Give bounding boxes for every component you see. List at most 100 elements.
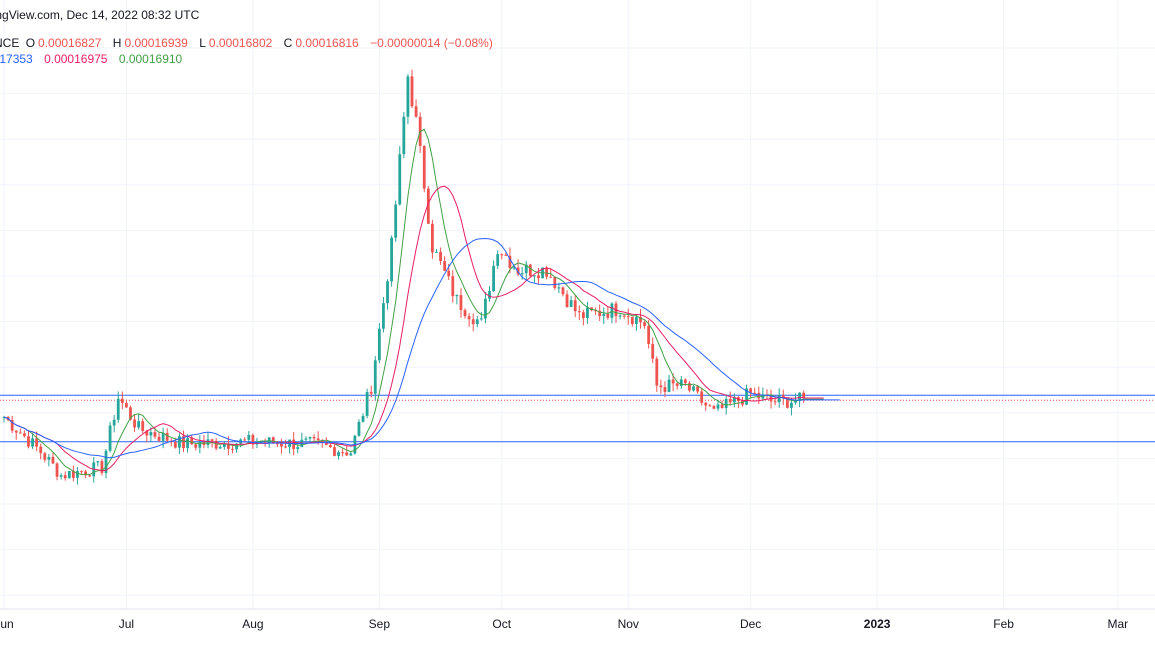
candle [496, 250, 500, 270]
candle [643, 320, 646, 329]
candle-body [516, 267, 520, 275]
candle-body [443, 261, 447, 271]
candle-body [161, 432, 165, 441]
chart-grid [0, 0, 1155, 609]
candle [373, 356, 377, 401]
candle-body [720, 404, 724, 409]
candle-body [704, 402, 708, 406]
candle-body [280, 443, 283, 447]
close-value: 0.00016816 [295, 36, 359, 50]
candle-body [455, 295, 459, 297]
candle-body [263, 442, 267, 444]
candle-body [431, 223, 434, 253]
candle-body [35, 438, 39, 447]
candle-body [398, 154, 402, 205]
candle-body [198, 441, 202, 448]
candle [467, 312, 471, 327]
candle [451, 270, 455, 303]
candle [720, 400, 724, 409]
candle-body [802, 392, 806, 398]
candle [206, 432, 210, 449]
candle-body [365, 391, 369, 416]
candle-body [333, 447, 336, 456]
candle-body [561, 287, 565, 295]
candle-body [606, 313, 610, 318]
low-value: 0.00016802 [208, 36, 273, 50]
candle-body [749, 388, 753, 393]
candle-body [141, 421, 145, 431]
candle-body [537, 275, 540, 279]
x-axis-labels: Jun Jul Aug Sep Oct Nov Dec 2023 Feb Mar [0, 617, 1128, 631]
candle-body [275, 443, 279, 445]
candle [577, 305, 581, 321]
candle-body [622, 315, 626, 317]
candle [345, 445, 349, 457]
candle-body [214, 440, 218, 449]
candle [222, 440, 226, 450]
candle-body [590, 307, 593, 311]
candle [394, 200, 398, 242]
candle-body [651, 343, 655, 359]
candle-body [406, 76, 410, 117]
candle-body [71, 471, 75, 478]
candle-body [312, 437, 316, 439]
x-axis-label: Jun [0, 617, 14, 631]
candle [777, 388, 781, 408]
candle [10, 415, 14, 434]
candle [484, 292, 487, 324]
candle-body [504, 254, 508, 256]
candle [23, 430, 26, 438]
candle [439, 247, 442, 265]
candle-body [377, 328, 381, 361]
ma-mid-value: 0.00016975 [44, 52, 108, 66]
candle-body [153, 432, 157, 437]
candle-body [222, 443, 226, 448]
candle-body [524, 264, 528, 274]
candle-body [708, 405, 712, 407]
candle-body [137, 421, 141, 428]
candle [716, 399, 720, 412]
candle [431, 219, 434, 259]
candle-body [88, 475, 92, 477]
candle [76, 467, 79, 485]
candle [630, 316, 634, 327]
candle [280, 438, 283, 454]
symbol-fragment: ANCE [0, 36, 20, 50]
candle-body [304, 438, 308, 440]
candle-body [626, 316, 630, 318]
candle-body [235, 443, 238, 450]
candle-body [84, 471, 87, 476]
candle [402, 112, 406, 159]
candle-body [777, 395, 781, 403]
candle [549, 268, 553, 278]
candle-body [357, 421, 361, 436]
candle [47, 453, 51, 467]
candle [475, 315, 479, 328]
candle [586, 301, 589, 324]
candle-body [643, 322, 646, 326]
candle-body [488, 291, 491, 299]
candle-body [206, 439, 210, 445]
candle-body [700, 391, 704, 403]
candle-body [639, 317, 642, 323]
candle [688, 381, 691, 393]
candle [471, 313, 475, 332]
candle-body [324, 442, 328, 446]
candle [357, 419, 361, 437]
candle [626, 308, 630, 325]
candle [553, 276, 557, 290]
candle [88, 475, 92, 478]
candle [243, 437, 247, 442]
high-value: 0.00016939 [124, 36, 188, 50]
candle [794, 393, 797, 405]
candle-body [798, 392, 801, 402]
candle-body [757, 392, 761, 399]
candle-body [227, 443, 230, 449]
candle-body [573, 300, 577, 312]
candle [508, 247, 512, 274]
candle [581, 309, 585, 326]
candle [108, 421, 112, 453]
x-axis-label: Aug [242, 617, 263, 631]
candle-body [794, 401, 797, 403]
